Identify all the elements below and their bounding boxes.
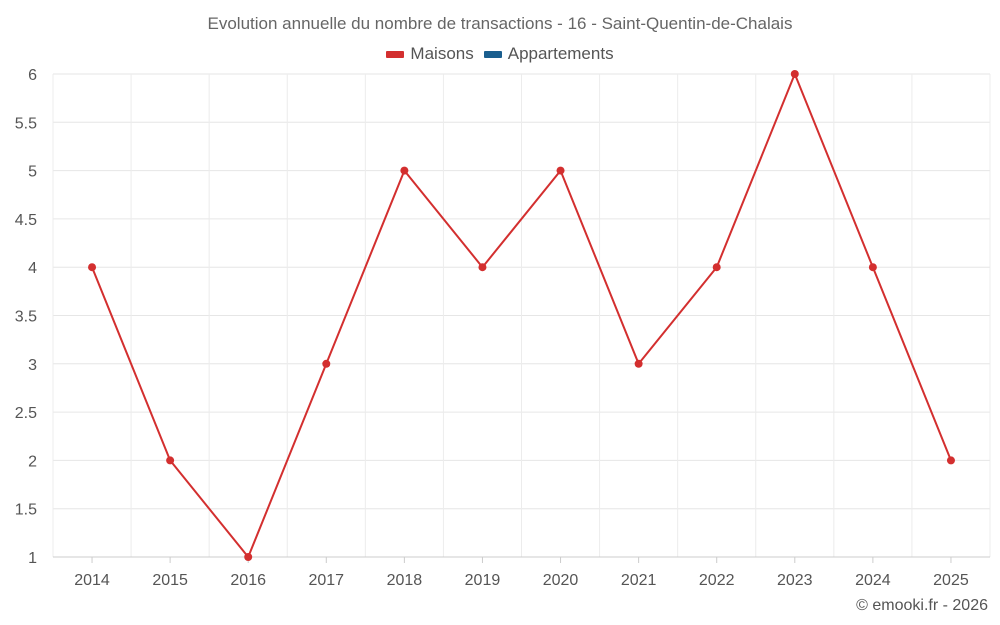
x-tick-label: 2022: [699, 572, 735, 589]
credit-text: © emooki.fr - 2026: [856, 597, 988, 614]
data-point: [790, 70, 799, 78]
y-tick-label: 1: [28, 550, 37, 567]
data-point: [244, 553, 253, 561]
y-tick-label: 6: [28, 67, 37, 84]
y-tick-label: 2.5: [15, 405, 37, 422]
legend-label-appartements: Appartements: [507, 44, 614, 63]
y-tick-label: 5: [28, 164, 37, 181]
legend-swatch-maisons: [386, 50, 405, 58]
x-tick-label: 2021: [621, 572, 657, 589]
y-tick-label: 3: [28, 357, 37, 374]
data-point: [712, 263, 721, 272]
data-point: [634, 359, 643, 368]
data-point: [478, 263, 487, 272]
y-tick-label: 4.5: [15, 212, 37, 229]
y-tick-label: 2: [28, 453, 37, 470]
data-point: [166, 456, 175, 465]
x-tick-label: 2019: [465, 572, 501, 589]
x-tick-label: 2017: [308, 572, 344, 589]
data-point: [400, 166, 409, 175]
x-tick-label: 2018: [387, 572, 423, 589]
series-line-maisons: [91, 73, 952, 558]
x-tick-label: 2014: [74, 572, 110, 589]
legend-swatch-appartements: [483, 50, 502, 58]
y-tick-label: 4: [28, 260, 37, 277]
y-tick-label: 3.5: [15, 309, 37, 326]
x-tick-label: 2024: [855, 572, 891, 589]
data-point: [946, 456, 955, 465]
legend-item-appartements[interactable]: Appartements: [483, 44, 614, 64]
data-point: [88, 263, 97, 272]
legend-item-maisons[interactable]: Maisons: [386, 44, 474, 64]
data-point: [322, 359, 331, 368]
y-tick-label: 1.5: [15, 502, 37, 519]
x-tick-label: 2025: [933, 572, 969, 589]
chart-title: Evolution annuelle du nombre de transact…: [207, 14, 793, 33]
x-tick-label: 2020: [543, 572, 579, 589]
y-tick-label: 5.5: [15, 115, 37, 132]
x-tick-label: 2015: [152, 572, 188, 589]
x-tick-label: 2023: [777, 572, 813, 589]
legend-label-maisons: Maisons: [410, 44, 474, 63]
data-point: [556, 166, 565, 175]
data-point: [868, 263, 877, 272]
legend: Maisons Appartements: [0, 44, 1000, 64]
x-tick-label: 2016: [230, 572, 266, 589]
